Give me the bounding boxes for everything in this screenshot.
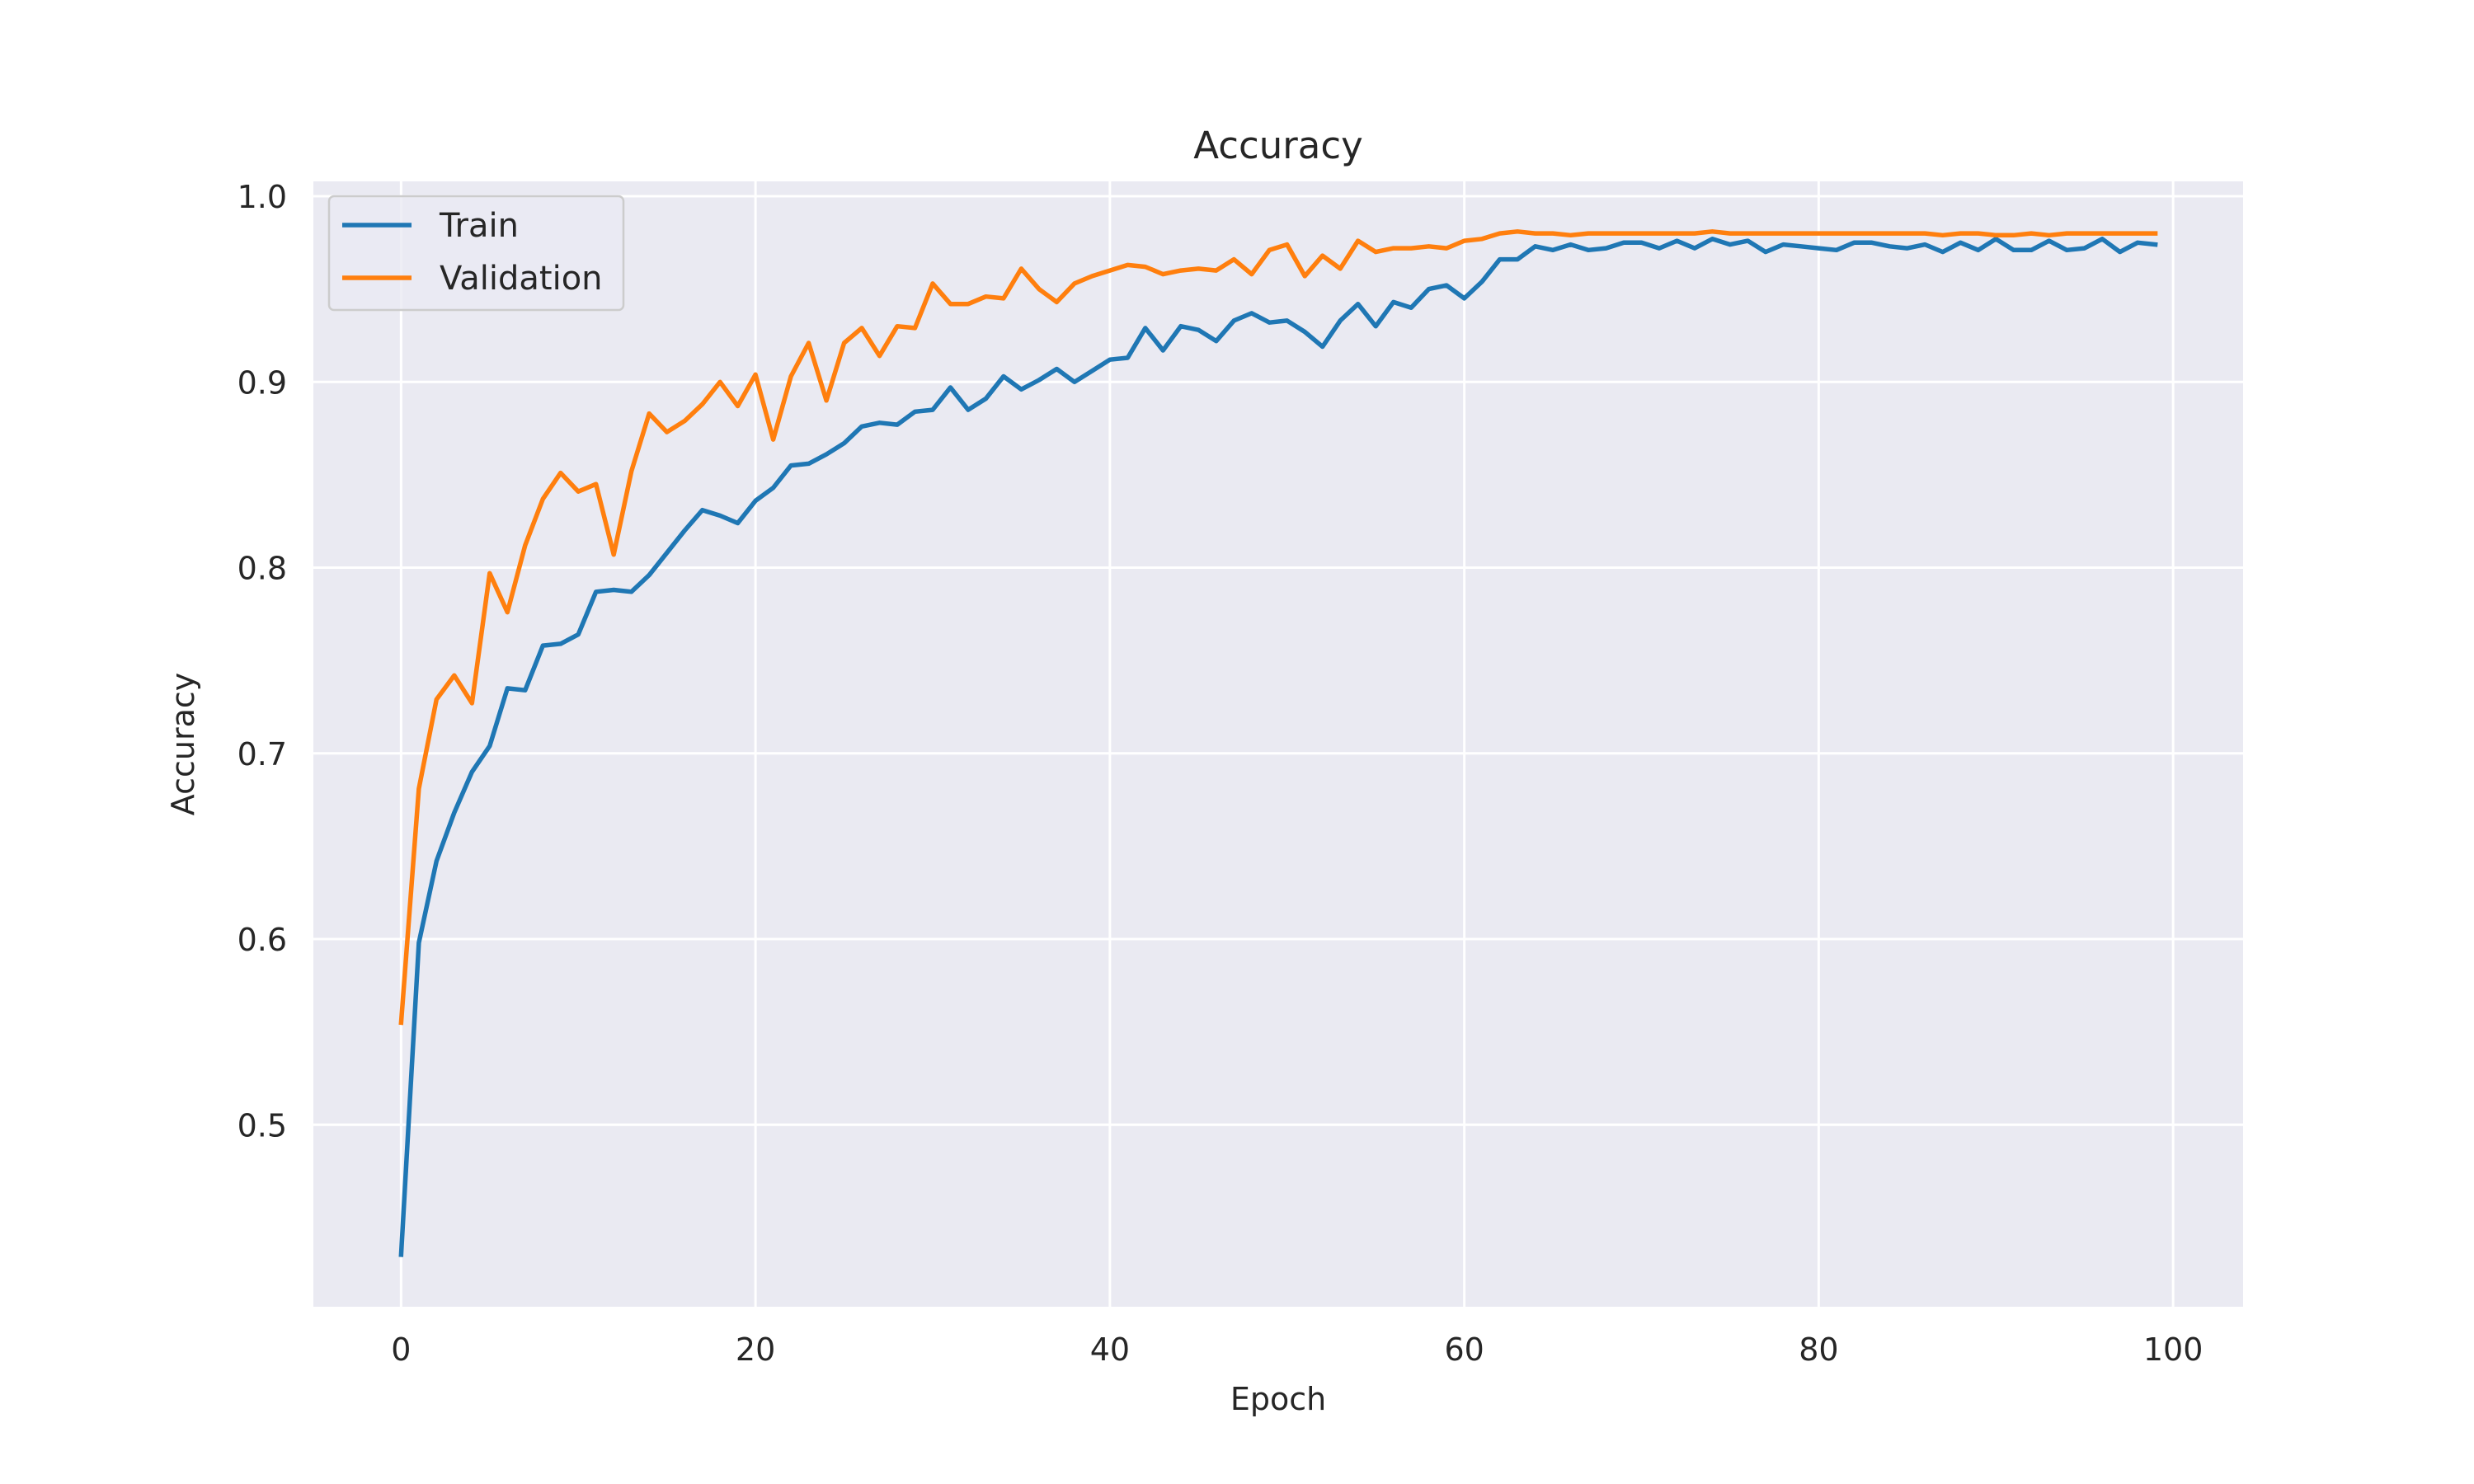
- series-lines: [398, 229, 2158, 1257]
- grid: [313, 181, 2243, 1307]
- y-axis-ticks: 0.5 0.6 0.7 0.8 0.9 1.0: [238, 179, 287, 1144]
- legend: Train Validation: [327, 195, 625, 312]
- x-tick-label: 60: [1444, 1331, 1484, 1368]
- legend-label-train: Train: [439, 207, 519, 245]
- x-axis-ticks: 0 20 40 60 80 100: [391, 1331, 2203, 1368]
- x-tick-label: 20: [736, 1331, 775, 1368]
- y-tick-label: 0.8: [238, 551, 287, 587]
- y-tick-label: 1.0: [238, 179, 287, 215]
- series-line-train: [398, 237, 2158, 1257]
- x-tick-label: 0: [391, 1331, 411, 1368]
- y-tick-label: 0.9: [238, 364, 287, 401]
- x-tick-label: 100: [2143, 1331, 2204, 1368]
- legend-label-validation: Validation: [440, 260, 603, 298]
- y-tick-label: 0.6: [238, 922, 287, 958]
- y-axis-label: Accuracy: [165, 673, 201, 816]
- series-line-validation: [398, 229, 2158, 1026]
- plot-area: [313, 181, 2243, 1307]
- x-axis-label: Epoch: [1230, 1381, 1326, 1417]
- x-tick-label: 80: [1799, 1331, 1838, 1368]
- chart-title: Accuracy: [1193, 124, 1362, 167]
- y-tick-label: 0.7: [238, 736, 287, 773]
- x-tick-label: 40: [1090, 1331, 1130, 1368]
- y-tick-label: 0.5: [238, 1107, 287, 1144]
